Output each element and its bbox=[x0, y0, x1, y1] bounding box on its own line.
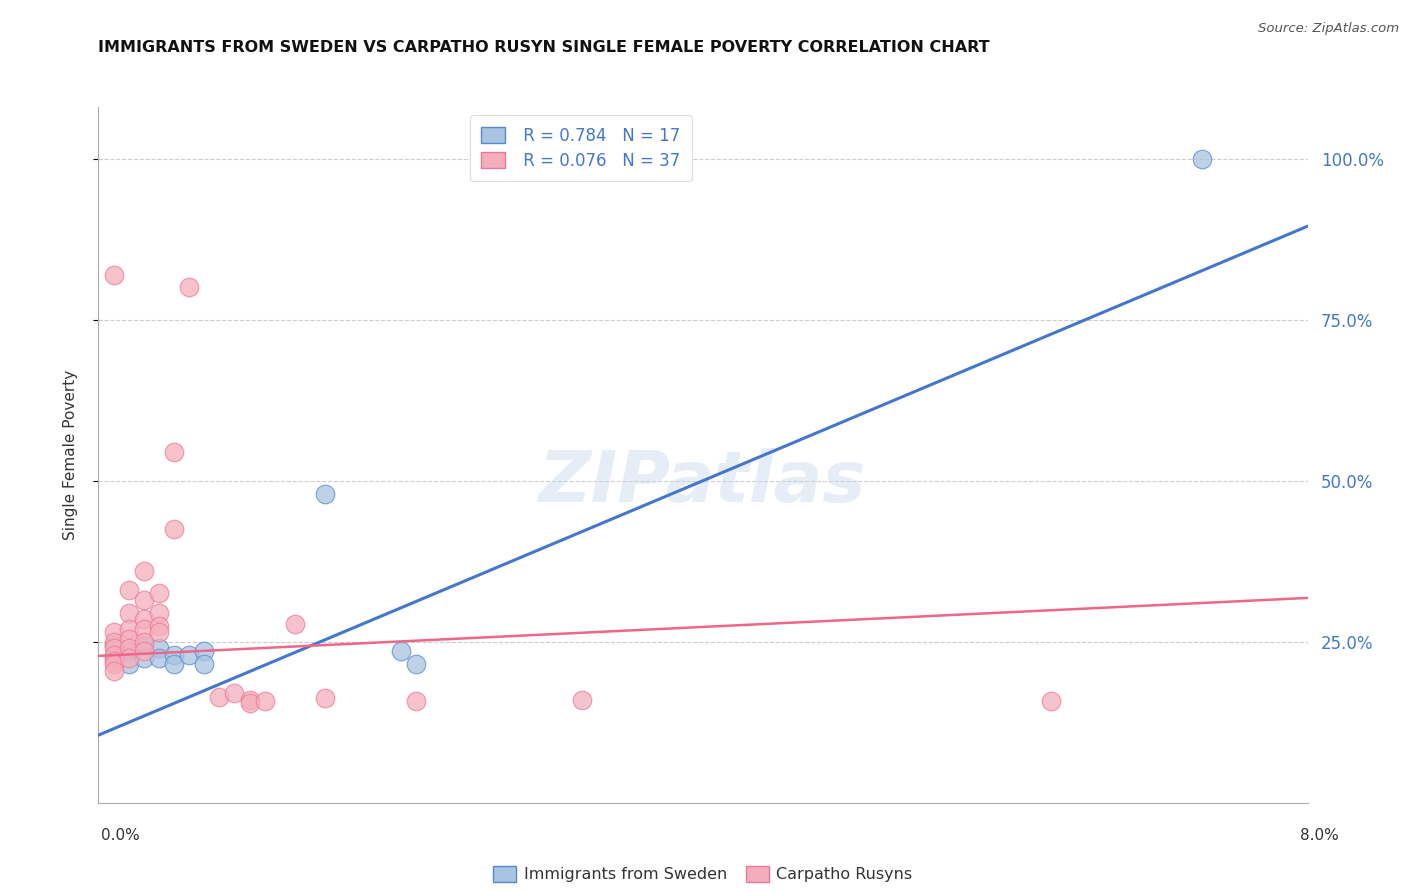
Point bbox=[132, 612, 155, 626]
Point bbox=[103, 648, 125, 662]
Text: ZIPatlas: ZIPatlas bbox=[540, 449, 866, 517]
Point bbox=[179, 648, 201, 662]
Point bbox=[314, 691, 336, 706]
Point bbox=[103, 268, 125, 282]
Point bbox=[253, 694, 276, 708]
Point bbox=[148, 651, 170, 665]
Text: 8.0%: 8.0% bbox=[1299, 829, 1339, 843]
Point bbox=[239, 696, 262, 710]
Point bbox=[148, 641, 170, 656]
Point bbox=[132, 638, 155, 652]
Point bbox=[163, 648, 186, 662]
Point bbox=[1191, 152, 1213, 166]
Point bbox=[118, 606, 141, 620]
Point bbox=[571, 692, 593, 706]
Point bbox=[284, 616, 307, 631]
Point bbox=[118, 644, 141, 658]
Point bbox=[103, 634, 125, 648]
Point bbox=[193, 657, 215, 672]
Point bbox=[314, 486, 336, 500]
Point bbox=[132, 651, 155, 665]
Point bbox=[103, 638, 125, 652]
Point bbox=[163, 444, 186, 458]
Point bbox=[132, 564, 155, 578]
Text: IMMIGRANTS FROM SWEDEN VS CARPATHO RUSYN SINGLE FEMALE POVERTY CORRELATION CHART: IMMIGRANTS FROM SWEDEN VS CARPATHO RUSYN… bbox=[98, 40, 990, 55]
Point bbox=[148, 586, 170, 600]
Point bbox=[118, 632, 141, 646]
Point bbox=[239, 692, 262, 706]
Point bbox=[118, 651, 141, 665]
Point bbox=[389, 644, 412, 658]
Point bbox=[193, 644, 215, 658]
Point bbox=[179, 280, 201, 294]
Point bbox=[103, 641, 125, 656]
Point bbox=[405, 694, 427, 708]
Point bbox=[148, 618, 170, 632]
Text: 0.0%: 0.0% bbox=[101, 829, 141, 843]
Point bbox=[118, 583, 141, 598]
Point bbox=[132, 622, 155, 636]
Point bbox=[118, 657, 141, 672]
Text: Source: ZipAtlas.com: Source: ZipAtlas.com bbox=[1258, 22, 1399, 36]
Point bbox=[1039, 694, 1062, 708]
Point bbox=[208, 690, 231, 704]
Point bbox=[163, 522, 186, 536]
Y-axis label: Single Female Poverty: Single Female Poverty bbox=[63, 370, 77, 540]
Point bbox=[118, 641, 141, 656]
Point bbox=[103, 651, 125, 665]
Point bbox=[118, 622, 141, 636]
Point bbox=[132, 644, 155, 658]
Point bbox=[132, 634, 155, 648]
Point bbox=[103, 654, 125, 668]
Point bbox=[132, 592, 155, 607]
Point bbox=[224, 686, 246, 700]
Point bbox=[103, 657, 125, 672]
Point bbox=[148, 625, 170, 640]
Point bbox=[163, 657, 186, 672]
Point bbox=[103, 625, 125, 640]
Legend: Immigrants from Sweden, Carpatho Rusyns: Immigrants from Sweden, Carpatho Rusyns bbox=[486, 860, 920, 888]
Point bbox=[148, 606, 170, 620]
Point bbox=[103, 664, 125, 678]
Point bbox=[405, 657, 427, 672]
